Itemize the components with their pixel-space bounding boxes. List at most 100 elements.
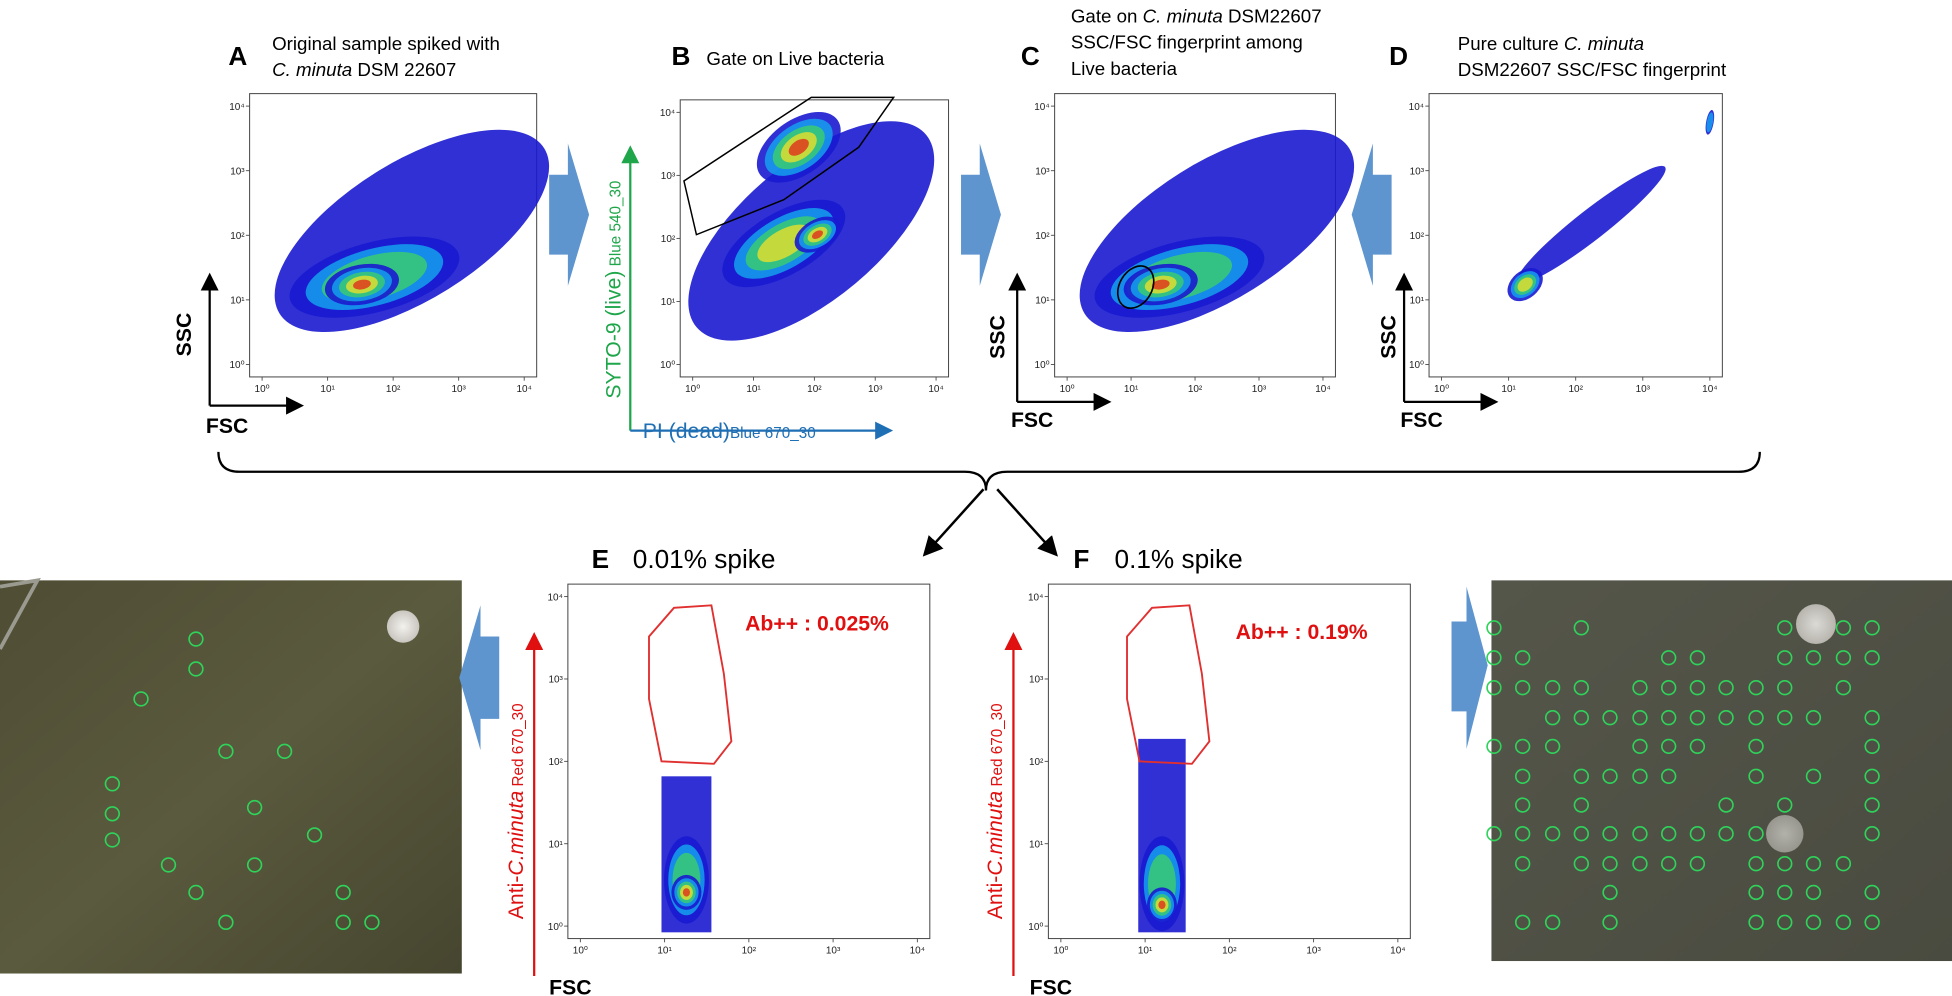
- colony-marker: [335, 884, 351, 901]
- colony-marker: [1689, 680, 1706, 696]
- colony-marker: [104, 832, 121, 848]
- text-segment: FSC: [1030, 977, 1072, 996]
- plot-frame: [567, 583, 931, 940]
- panel-title: C. minuta DSM 22607: [272, 59, 456, 80]
- colony-marker: [1805, 856, 1822, 872]
- colony-marker: [335, 914, 351, 931]
- x-tick-label: 10³: [826, 946, 841, 957]
- colony-marker: [1661, 738, 1677, 755]
- block-arrow: [549, 143, 590, 286]
- text-segment: FSC: [1011, 409, 1053, 432]
- x-tick-label: 10³: [1636, 384, 1651, 395]
- text-segment: Anti-: [984, 876, 1007, 920]
- y-tick-label: 10⁴: [660, 108, 675, 119]
- y-tick-label: 10³: [1029, 675, 1044, 686]
- colony-marker: [1748, 680, 1764, 696]
- text-segment: PI (dead): [643, 420, 730, 443]
- colony-marker: [1805, 709, 1822, 726]
- colony-marker: [1805, 884, 1822, 901]
- colony-marker: [1748, 826, 1764, 842]
- colony-marker: [1805, 768, 1822, 784]
- colony-marker: [1544, 914, 1561, 931]
- colony-marker: [1864, 650, 1880, 666]
- colony-marker: [1777, 884, 1793, 901]
- panel-letter: A: [228, 41, 247, 71]
- panel-title: Gate on Live bacteria: [706, 48, 885, 69]
- brace: [217, 451, 1761, 491]
- text-segment: DSM 22607: [352, 59, 456, 80]
- x-axis-label: FSC: [549, 977, 591, 996]
- density-cloud: [353, 279, 371, 290]
- y-axis-label: Anti-C.minuta Red 670_30: [984, 703, 1007, 919]
- colony-marker: [1661, 826, 1677, 842]
- y-axis-label: SSC: [1377, 315, 1400, 359]
- colony-marker: [1661, 680, 1677, 696]
- text-segment: Gate on Live bacteria: [706, 48, 885, 69]
- colony-marker: [246, 857, 263, 873]
- colony-marker: [1573, 680, 1589, 696]
- x-tick-label: 10²: [1222, 946, 1237, 957]
- text-segment: C. minuta: [1564, 33, 1644, 54]
- colony-marker: [1777, 650, 1793, 666]
- colony-marker: [1514, 914, 1531, 931]
- y-tick-label: 10¹: [1035, 296, 1050, 307]
- colony-marker: [1835, 856, 1852, 872]
- colony-marker: [1864, 768, 1880, 784]
- y-tick-label: 10⁰: [548, 922, 563, 933]
- block-arrow: [961, 143, 1001, 286]
- y-tick-label: 10¹: [661, 297, 676, 308]
- x-tick-label: 10³: [1306, 946, 1321, 957]
- colony-marker: [1632, 680, 1648, 696]
- text-segment: Gate on: [1071, 5, 1143, 26]
- y-axis-label: Anti-C.minuta Red 670_30: [505, 703, 528, 919]
- text-segment: DSM22607: [1223, 5, 1322, 26]
- colony-markers: [104, 620, 1880, 931]
- colony-marker: [1602, 709, 1618, 726]
- text-segment: Original sample spiked with: [272, 33, 500, 54]
- x-tick-label: 10⁴: [1702, 384, 1717, 395]
- gate: [648, 604, 733, 765]
- colony-marker: [1777, 856, 1793, 872]
- x-tick-label: 10⁴: [1315, 384, 1330, 395]
- colony-marker: [1514, 826, 1531, 842]
- y-axis-label: SSC: [173, 313, 196, 357]
- text-segment: C. minuta: [272, 59, 352, 80]
- colony-marker: [1748, 884, 1764, 901]
- colony-marker: [1864, 914, 1880, 931]
- colony-marker: [104, 806, 121, 822]
- x-tick-label: 10⁰: [1053, 946, 1068, 957]
- colony-marker: [1835, 680, 1852, 696]
- colony-marker: [1632, 768, 1648, 784]
- x-tick-label: 10²: [1568, 384, 1583, 395]
- colony-marker: [1748, 768, 1764, 784]
- x-tick-label: 10³: [451, 384, 466, 395]
- y-tick-label: 10²: [230, 231, 245, 242]
- colony-marker: [1689, 650, 1706, 666]
- x-tick-label: 10²: [386, 384, 401, 395]
- colony-marker: [1689, 709, 1706, 726]
- colony-marker: [1777, 914, 1793, 931]
- density-cloud: [1158, 900, 1166, 910]
- colony-marker: [104, 776, 121, 792]
- colony-marker: [1514, 738, 1531, 755]
- colony-marker: [1689, 826, 1706, 842]
- plot-frame: [1047, 583, 1411, 940]
- x-tick-label: 10³: [1252, 384, 1267, 395]
- colony-marker: [1573, 620, 1589, 636]
- panel-title: Original sample spiked with: [272, 33, 500, 54]
- x-tick-label: 10⁴: [1390, 946, 1405, 957]
- density-cloud: [788, 138, 809, 156]
- x-tick-label: 10⁰: [1060, 384, 1075, 395]
- y-tick-label: 10³: [230, 166, 245, 177]
- colony-marker: [306, 827, 323, 843]
- y-tick-label: 10²: [548, 757, 563, 768]
- plot-panel: 10⁰ 10¹ 10² 10³ 10⁴ 10⁰ 10¹ 10² 10³ 10⁴ F 0.1% spik…: [984, 544, 1411, 996]
- x-tick-label: 10¹: [1501, 384, 1516, 395]
- colony-marker: [1748, 709, 1764, 726]
- colony-marker: [1661, 768, 1677, 784]
- text-segment: SSC/FSC fingerprint among: [1071, 32, 1303, 53]
- colony-marker: [1777, 680, 1793, 696]
- colony-marker: [1573, 768, 1589, 784]
- density-cloud: [1516, 165, 1666, 284]
- plots: 10⁰ 10¹ 10² 10³ 10⁴ 10⁰ 10¹ 10² 10³ 10⁴ A Original …: [173, 5, 1727, 996]
